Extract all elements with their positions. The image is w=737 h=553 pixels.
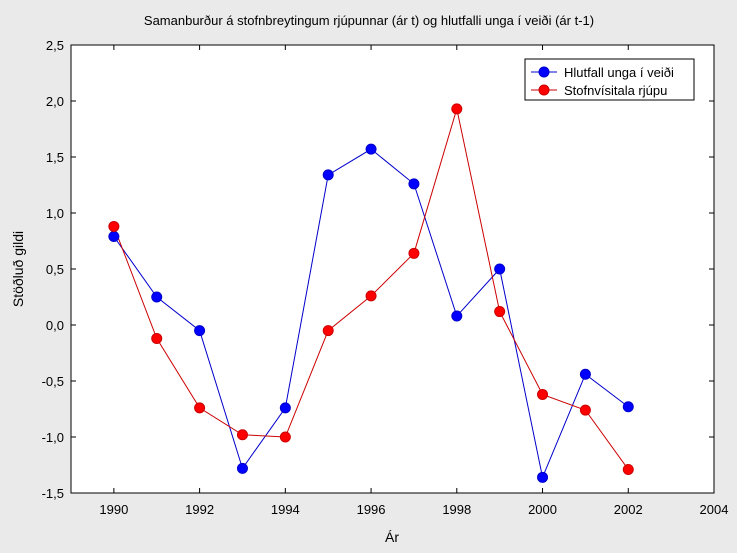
data-point xyxy=(579,368,591,380)
y-tick-label: 0,5 xyxy=(46,262,64,277)
x-tick-label: 2000 xyxy=(528,502,557,517)
legend-marker-2 xyxy=(538,84,550,96)
y-tick-label: 1,5 xyxy=(46,150,64,165)
legend-label-2: Stofnvísitala rjúpu xyxy=(564,83,667,98)
x-tick-label: 1998 xyxy=(442,502,471,517)
data-point xyxy=(108,220,120,232)
data-point xyxy=(108,231,120,243)
data-point xyxy=(451,103,463,115)
data-point xyxy=(365,290,377,302)
data-point xyxy=(194,325,206,337)
data-point xyxy=(537,471,549,483)
data-point xyxy=(322,169,334,181)
data-point xyxy=(622,401,634,413)
legend: Hlutfall unga í veiði Stofnvísitala rjúpu xyxy=(524,58,695,101)
legend-label-1: Hlutfall unga í veiði xyxy=(564,65,674,80)
data-point xyxy=(451,310,463,322)
data-point xyxy=(151,291,163,303)
data-point xyxy=(194,402,206,414)
data-point xyxy=(494,263,506,275)
y-tick-label: 2,5 xyxy=(46,38,64,53)
data-point xyxy=(236,462,248,474)
x-tick-label: 2002 xyxy=(614,502,643,517)
data-point xyxy=(151,332,163,344)
x-tick-label: 1994 xyxy=(271,502,300,517)
y-axis: -1,5 -1,0 -0,5 0,0 0,5 1,0 1,5 2,0 2,5 xyxy=(42,38,714,501)
legend-marker-1 xyxy=(538,66,550,78)
data-point xyxy=(408,178,420,190)
y-tick-label: 2,0 xyxy=(46,94,64,109)
series-layer xyxy=(108,103,634,483)
y-tick-label: -0,5 xyxy=(42,374,64,389)
data-point xyxy=(408,247,420,259)
data-point xyxy=(579,404,591,416)
y-tick-label: -1,0 xyxy=(42,430,64,445)
x-tick-label: 2004 xyxy=(700,502,729,517)
y-tick-label: 0,0 xyxy=(46,318,64,333)
data-point xyxy=(279,431,291,443)
data-point xyxy=(365,143,377,155)
x-axis: 1990 1992 1994 1996 1998 2000 2002 2004 xyxy=(99,45,728,517)
data-point xyxy=(236,429,248,441)
plot-area xyxy=(70,44,715,494)
y-axis-title: Stöðluð gildi xyxy=(10,231,26,307)
x-tick-label: 1996 xyxy=(357,502,386,517)
y-tick-label: -1,5 xyxy=(42,486,64,501)
y-tick-label: 1,0 xyxy=(46,206,64,221)
data-point xyxy=(322,325,334,337)
x-tick-label: 1990 xyxy=(99,502,128,517)
data-point xyxy=(279,402,291,414)
x-tick-label: 1992 xyxy=(185,502,214,517)
chart-title: Samanburður á stofnbreytingum rjúpunnar … xyxy=(144,13,594,28)
data-point xyxy=(494,306,506,318)
data-point xyxy=(622,463,634,475)
data-point xyxy=(537,388,549,400)
legend-box xyxy=(524,58,695,101)
x-axis-title: Ár xyxy=(385,529,399,545)
